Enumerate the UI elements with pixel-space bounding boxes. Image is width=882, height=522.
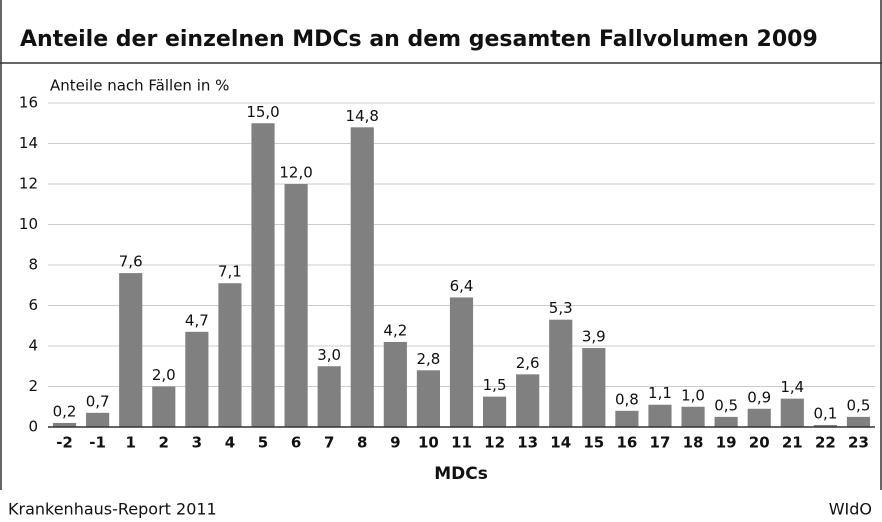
value-label: 14,8	[346, 107, 379, 125]
x-tick-label: 9	[390, 434, 400, 452]
value-label: 0,5	[714, 396, 738, 414]
x-tick-label: 4	[225, 434, 235, 452]
x-tick-label: 8	[357, 434, 367, 452]
x-tick-label: 13	[517, 434, 538, 452]
x-tick-label: 11	[451, 434, 472, 452]
value-label: 0,9	[747, 388, 771, 406]
x-tick-label: 22	[815, 434, 836, 452]
bar	[284, 184, 308, 427]
bar	[681, 406, 705, 427]
y-tick-label: 14	[19, 134, 38, 152]
value-label: 0,7	[86, 392, 110, 410]
y-tick-label: 12	[19, 175, 38, 193]
x-tick-label: 10	[418, 434, 439, 452]
value-label: 5,3	[549, 299, 573, 317]
value-label: 1,5	[483, 376, 507, 394]
bar	[251, 123, 275, 427]
value-label: 1,0	[681, 386, 705, 404]
bar	[582, 348, 606, 427]
x-tick-label: 5	[258, 434, 268, 452]
value-label: 2,8	[416, 350, 440, 368]
bar	[52, 422, 77, 427]
bar	[383, 341, 407, 427]
y-tick-label: 8	[28, 256, 38, 274]
bar	[780, 398, 804, 427]
bar	[846, 416, 871, 427]
bar	[416, 370, 440, 427]
x-tick-label: 6	[291, 434, 301, 452]
bar	[747, 408, 771, 427]
x-tick-label: 2	[159, 434, 169, 452]
bar	[317, 366, 341, 427]
value-label: 4,7	[185, 311, 209, 329]
x-tick-label: 16	[616, 434, 637, 452]
x-tick-label: -1	[89, 434, 106, 452]
x-tick-label: 21	[782, 434, 803, 452]
y-tick-label: 2	[28, 377, 38, 395]
bar	[86, 412, 110, 427]
bar	[350, 127, 374, 428]
value-label: 0,2	[53, 402, 77, 420]
value-label: 1,1	[648, 384, 672, 402]
bar	[813, 424, 837, 427]
x-tick-label: 1	[125, 434, 135, 452]
x-tick-label: 7	[324, 434, 334, 452]
x-tick-label: 20	[749, 434, 770, 452]
y-tick-label: 0	[28, 418, 38, 436]
value-label: 15,0	[246, 103, 279, 121]
x-tick-label: 19	[716, 434, 737, 452]
bar	[185, 331, 209, 427]
bar	[152, 386, 176, 427]
bar	[218, 283, 242, 427]
x-tick-label: -2	[56, 434, 73, 452]
bar	[449, 297, 474, 427]
bar	[615, 410, 639, 427]
value-label: 3,9	[582, 328, 606, 346]
bar	[714, 416, 738, 427]
bar	[549, 319, 573, 427]
value-label: 6,4	[450, 277, 474, 295]
value-label: 2,6	[516, 354, 540, 372]
x-tick-label: 12	[484, 434, 505, 452]
bar	[119, 273, 143, 427]
x-axis-label: MDCs	[434, 464, 488, 484]
value-label: 0,1	[813, 404, 837, 422]
source: Krankenhaus-Report 2011	[8, 500, 217, 519]
x-tick-label: 23	[848, 434, 869, 452]
value-label: 7,6	[119, 253, 143, 271]
x-tick-label: 14	[550, 434, 571, 452]
y-tick-label: 4	[28, 337, 38, 355]
value-label: 4,2	[383, 321, 407, 339]
y-tick-label: 6	[28, 296, 38, 314]
x-tick-label: 3	[192, 434, 202, 452]
value-label: 0,5	[847, 396, 871, 414]
value-label: 0,8	[615, 390, 639, 408]
value-label: 7,1	[218, 263, 242, 281]
chart-title: Anteile der einzelnen MDCs an dem gesamt…	[20, 27, 818, 52]
bar	[516, 374, 540, 427]
x-tick-label: 18	[683, 434, 704, 452]
publisher: WIdO	[829, 500, 872, 519]
value-label: 2,0	[152, 366, 176, 384]
x-tick-label: 17	[650, 434, 671, 452]
value-label: 12,0	[279, 164, 312, 182]
x-tick-label: 15	[583, 434, 604, 452]
bar	[483, 396, 507, 427]
y-tick-label: 10	[19, 215, 38, 233]
y-tick-label: 16	[19, 94, 38, 112]
bar	[648, 404, 672, 427]
value-label: 1,4	[780, 378, 804, 396]
y-axis-label: Anteile nach Fällen in %	[50, 77, 229, 95]
value-label: 3,0	[317, 346, 341, 364]
